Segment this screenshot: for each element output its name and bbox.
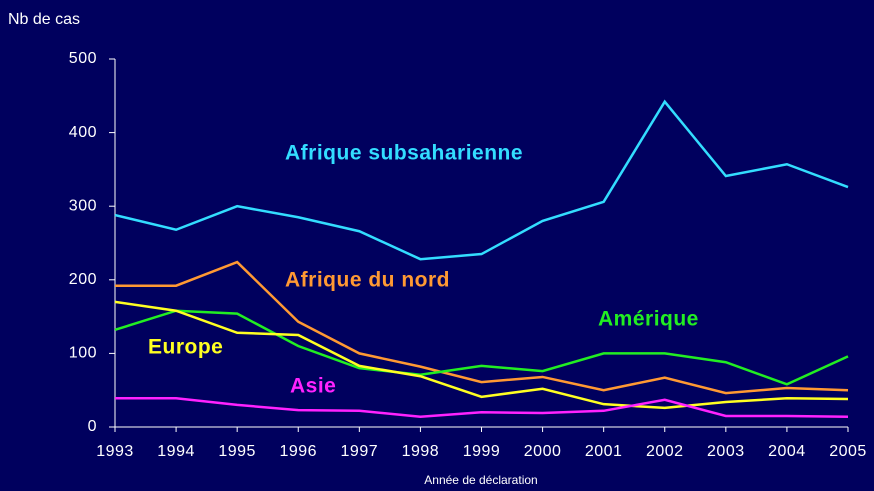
series-label: Afrique du nord [285,269,450,292]
x-tick-label: 1996 [279,443,317,460]
series-label: Afrique subsaharienne [285,142,523,165]
x-tick-label: 1995 [218,443,256,460]
y-tick-label: 100 [69,345,97,362]
series-line [115,260,849,395]
x-axis-label: Année de déclaration [424,473,537,487]
x-tick-label: 1994 [157,443,195,460]
x-tick-label: 2000 [524,443,562,460]
x-tick-label: 1993 [96,443,134,460]
x-tick-label: 1997 [341,443,379,460]
x-tick-label: 1999 [463,443,501,460]
series-line [114,309,849,386]
x-tick-label: 2003 [707,443,745,460]
x-tick-label: 2002 [646,443,684,460]
series-label: Amérique [598,308,699,331]
x-tick-label: 2005 [829,443,867,460]
x-tick-label: 2004 [768,443,806,460]
series-label: Europe [148,336,223,359]
series-line [115,397,849,418]
series-line [114,300,849,410]
series-line [114,99,849,261]
x-tick-label: 2001 [585,443,623,460]
y-tick-label: 400 [69,124,97,141]
y-tick-label: 500 [69,50,97,67]
series-label: Asie [290,375,336,398]
x-tick-label: 1998 [402,443,440,460]
y-tick-label: 0 [88,418,97,435]
y-axis-label: Nb de cas [8,11,80,28]
y-tick-label: 200 [69,271,97,288]
y-tick-label: 300 [69,197,97,214]
